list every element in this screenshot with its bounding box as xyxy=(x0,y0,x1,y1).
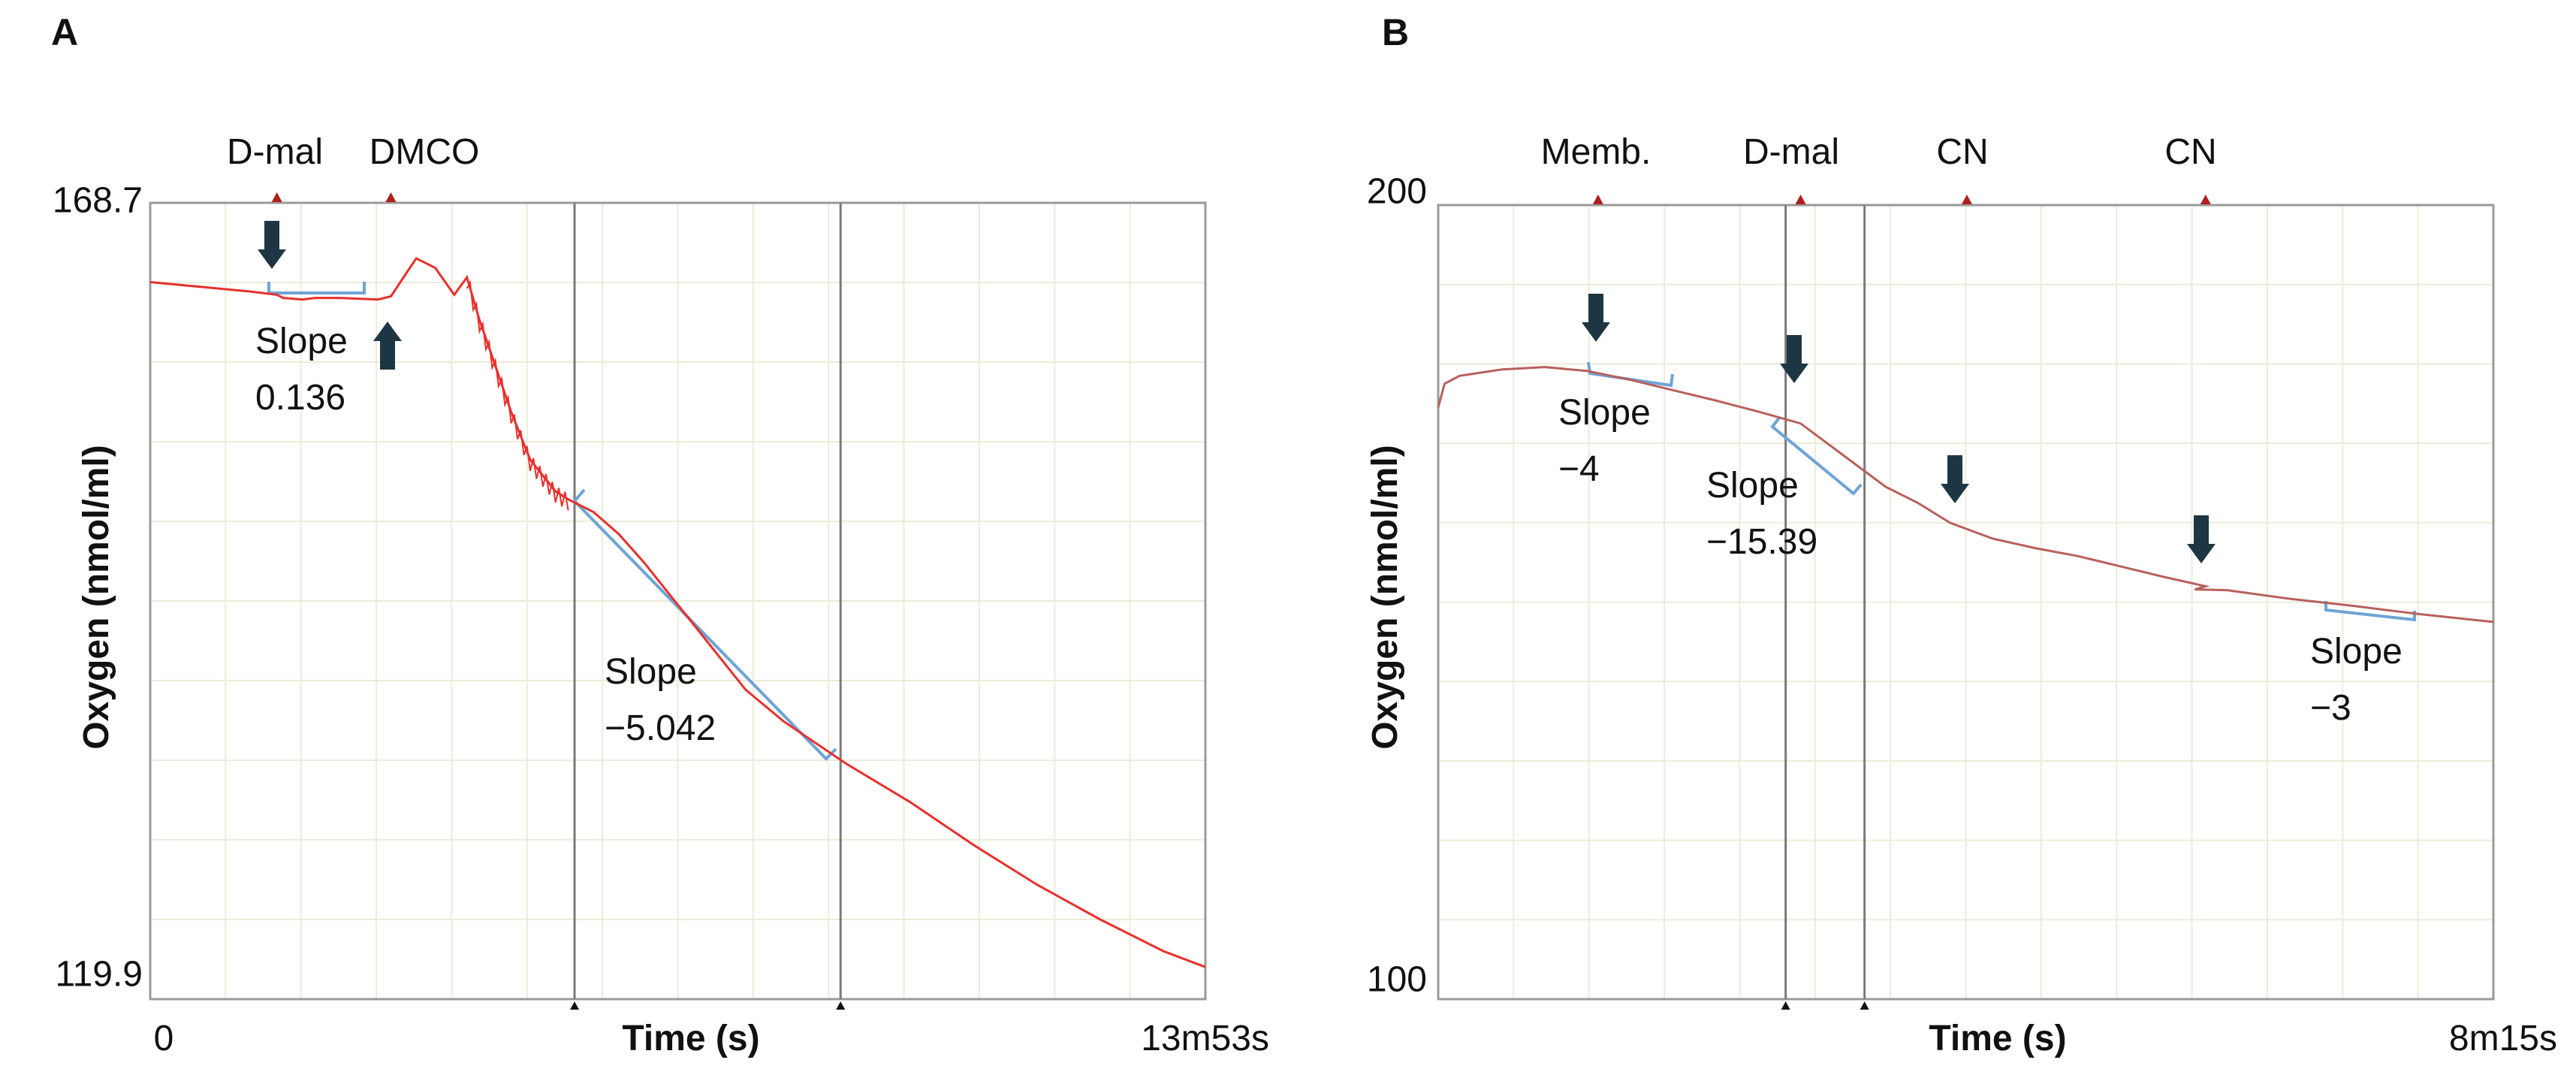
panel-a-cursors xyxy=(570,203,846,1010)
panel-a-letter: A xyxy=(51,11,78,53)
panel-b-events xyxy=(1592,195,2211,204)
panel-a-trace-noise xyxy=(466,279,569,511)
panel-b-plot-frame xyxy=(1437,204,2495,1001)
slope-bracket-b2 xyxy=(1770,415,1863,496)
event-marker-3 xyxy=(1961,195,1972,204)
panel-a-y-axis-title: Oxygen (nmol/ml) xyxy=(77,445,116,749)
panel-b-grid xyxy=(1438,205,2493,999)
cursor-marker-1 xyxy=(1781,1001,1790,1010)
event-label-dmco: DMCO xyxy=(370,132,480,172)
arrow-up-icon xyxy=(373,322,402,370)
slope-value-b2: −15.39 xyxy=(1706,522,1817,562)
trace-noise-segment xyxy=(466,279,569,511)
panel-b-cursors xyxy=(1781,205,1869,1010)
event-marker-4 xyxy=(2200,195,2211,204)
slope-label-a1: Slope xyxy=(255,322,348,361)
arrow-down-icon xyxy=(2187,515,2216,563)
panel-a-grid xyxy=(150,203,1205,999)
event-label-cn-2: CN xyxy=(2164,132,2216,172)
panel-b-y-axis-title: Oxygen (nmol/ml) xyxy=(1365,445,1405,749)
panel-a-arrows xyxy=(258,221,402,370)
panel-a-events xyxy=(271,192,397,202)
panel-b: B 200 100 8m15s Time (s) Oxygen (nmol/ml… xyxy=(1365,11,2557,1058)
panel-b-arrows xyxy=(1582,294,2216,563)
arrow-down-icon xyxy=(1582,294,1610,342)
slope-label-b1: Slope xyxy=(1558,393,1651,433)
arrow-down-icon xyxy=(1780,335,1808,383)
slope-value-a1: 0.136 xyxy=(255,378,345,418)
slope-label-a2: Slope xyxy=(605,652,697,692)
event-label-d-mal: D-mal xyxy=(1743,132,1839,172)
panel-a-slope-brackets xyxy=(267,282,837,761)
slope-label-b2: Slope xyxy=(1706,466,1799,506)
slope-value-b3: −3 xyxy=(2310,688,2351,728)
panel-a: A 168.7 119.9 0 13m53s Time (s) Oxygen (… xyxy=(51,11,1269,1058)
event-marker-2 xyxy=(1795,195,1806,204)
panel-a-ymin-label: 119.9 xyxy=(55,955,143,995)
panel-a-x-axis-title: Time (s) xyxy=(622,1019,759,1058)
cursor-marker-2 xyxy=(836,1001,846,1010)
panel-b-letter: B xyxy=(1382,11,1409,53)
event-marker-2 xyxy=(385,192,397,202)
panel-b-ymin-label: 100 xyxy=(1367,960,1427,1000)
cursor-marker-2 xyxy=(1860,1001,1869,1010)
arrow-down-icon xyxy=(1941,455,1969,503)
event-label-d-mal: D-mal xyxy=(227,132,323,172)
panel-b-xend-label: 8m15s xyxy=(2449,1019,2557,1058)
event-marker-1 xyxy=(271,192,282,202)
panel-a-plot-frame xyxy=(149,201,1207,1001)
event-label-memb: Memb. xyxy=(1541,132,1651,172)
slope-bracket-a1 xyxy=(267,282,366,294)
event-marker-1 xyxy=(1592,195,1603,204)
panel-a-ymax-label: 168.7 xyxy=(53,181,143,221)
panel-b-ymax-label: 200 xyxy=(1367,172,1427,212)
slope-label-b3: Slope xyxy=(2310,632,2403,672)
panel-b-oxygen-trace xyxy=(1437,366,2494,624)
arrow-down-icon xyxy=(258,221,286,269)
slope-value-b1: −4 xyxy=(1558,449,1600,489)
cursor-marker-1 xyxy=(570,1001,580,1010)
panel-a-xend-label: 13m53s xyxy=(1141,1019,1269,1058)
event-label-cn-1: CN xyxy=(1936,132,1988,172)
panel-a-xstart-label: 0 xyxy=(154,1019,174,1058)
slope-bracket-b3 xyxy=(2324,601,2416,622)
slope-value-a2: −5.042 xyxy=(605,708,716,748)
panel-b-x-axis-title: Time (s) xyxy=(1929,1019,2066,1058)
